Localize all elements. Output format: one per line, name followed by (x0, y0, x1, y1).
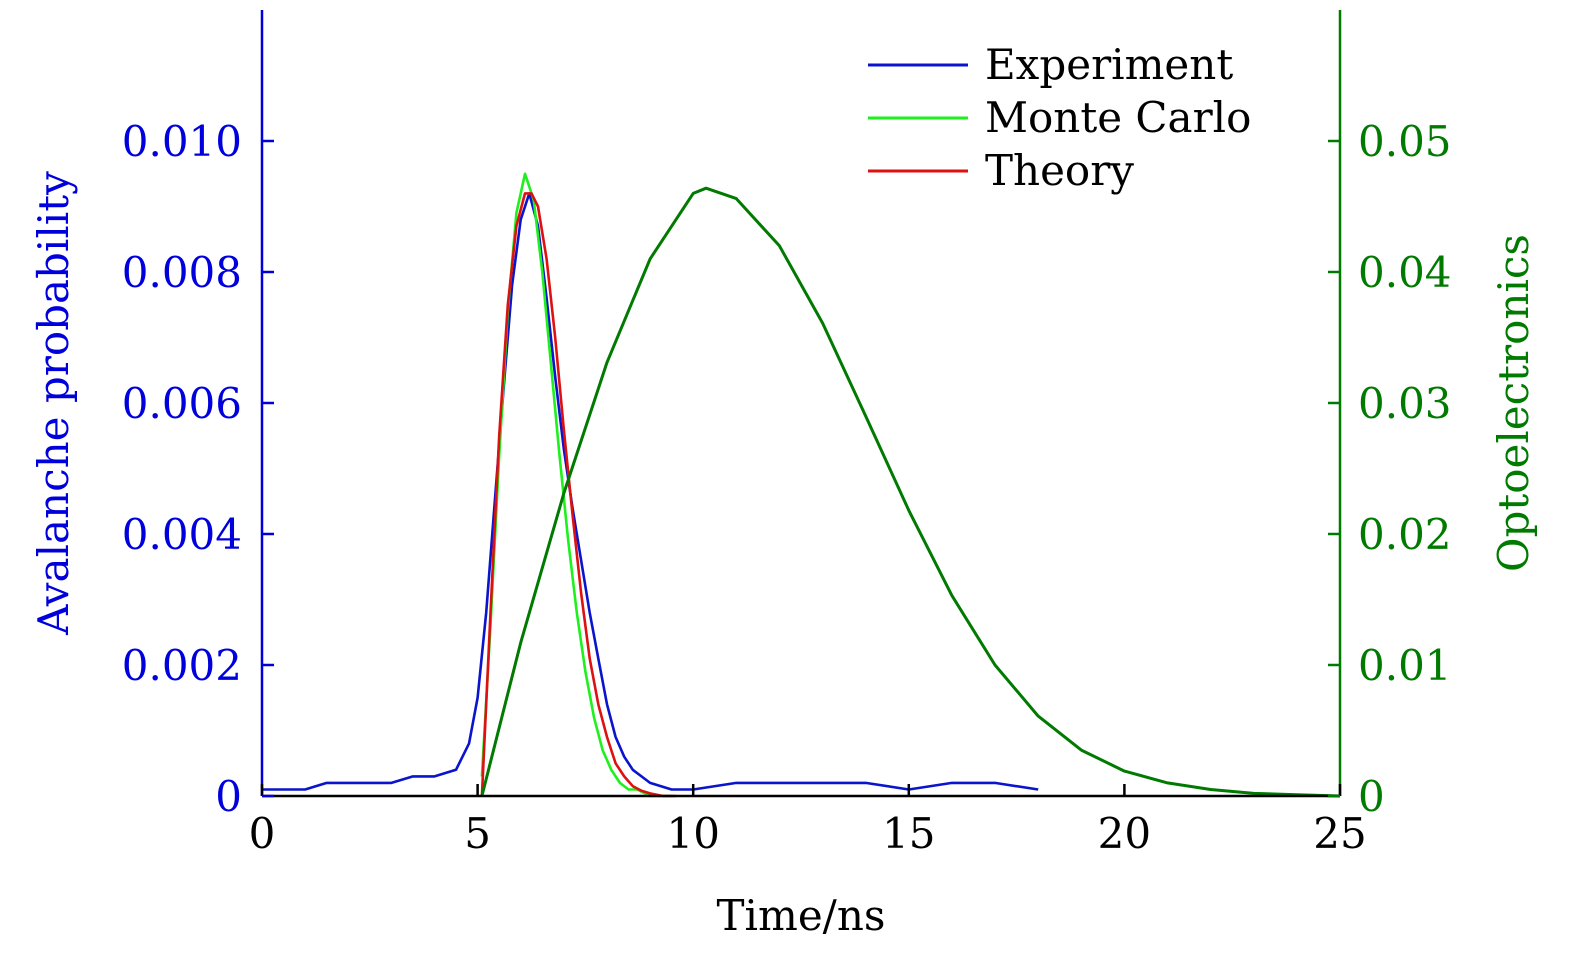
x-tick-label: 5 (464, 809, 491, 858)
series-line-optoelectronics (480, 186, 1341, 798)
series-line-experiment (262, 192, 1039, 791)
y-left-axis-title: Avalanche probability (29, 171, 78, 636)
legend-label: Experiment (985, 40, 1233, 89)
y-right-tick-label: 0.05 (1358, 117, 1452, 166)
y-left-tick-label: 0.002 (122, 641, 242, 690)
y-left-tick-label: 0.006 (122, 379, 242, 428)
y-right-axis-title: Optoelectronics (1489, 234, 1538, 572)
y-left-tick-label: 0.008 (122, 248, 242, 297)
legend-label: Monte Carlo (985, 93, 1251, 142)
y-left-tick-label: 0.010 (122, 117, 242, 166)
x-tick-label: 15 (882, 809, 935, 858)
y-right-tick-label: 0.01 (1358, 641, 1452, 690)
x-tick-label: 25 (1313, 809, 1366, 858)
x-tick-label: 10 (666, 809, 719, 858)
y-right-tick-label: 0.02 (1358, 510, 1452, 559)
y-right-tick-label: 0.04 (1358, 248, 1452, 297)
legend-label: Theory (985, 146, 1134, 195)
y-right-tick-label: 0.03 (1358, 379, 1452, 428)
series-line-monte-carlo (480, 172, 672, 798)
x-axis-title: Time/ns (717, 891, 886, 940)
x-tick-label: 20 (1098, 809, 1151, 858)
x-tick-label: 0 (249, 809, 276, 858)
y-left-tick-label: 0.004 (122, 510, 242, 559)
plot-area: 0 5 10 15 20 2500.0020.0040.0060.0080.01000.0… (29, 10, 1538, 940)
y-left-tick-label: 0 (215, 772, 242, 821)
legend (868, 63, 968, 173)
y-right-tick-label: 0 (1358, 772, 1385, 821)
series-line-theory (480, 192, 676, 798)
